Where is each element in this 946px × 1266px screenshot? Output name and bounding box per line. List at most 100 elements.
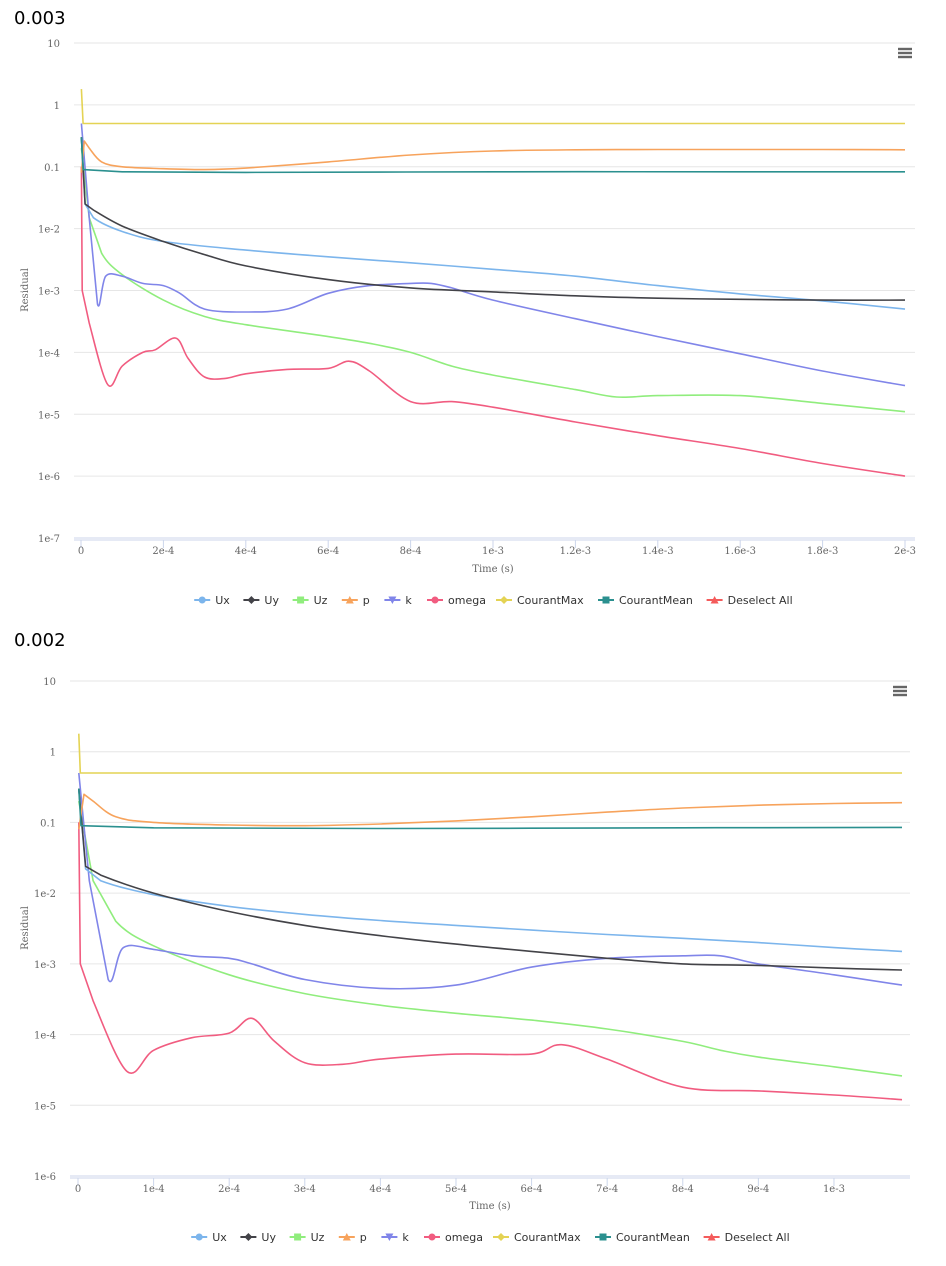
series-line-k: [80, 123, 906, 387]
chart-panel-1: 0.003 10 1 0.1 1e-2 1e-3 1e-4 1e-5 1e-6 1e-7 0 2e-…: [0, 0, 946, 625]
legend-item-ux[interactable]: Ux: [191, 1231, 227, 1244]
x-tick-label: 4e-4: [235, 546, 257, 557]
residual-chart-1: 10 1 0.1 1e-2 1e-3 1e-4 1e-5 1e-6 1e-7 0 2e-4 4e-4 6…: [20, 39, 916, 607]
legend-label: Ux: [215, 594, 230, 607]
legend-label: p: [360, 1231, 367, 1244]
y-tick-label: 10: [47, 39, 60, 50]
legend-marker: [198, 596, 206, 604]
x-tick-label: 7e-4: [596, 1184, 618, 1195]
legend-label: Uz: [314, 594, 328, 607]
legend-label: Deselect All: [725, 1231, 790, 1244]
legend-item-p[interactable]: p: [338, 1231, 367, 1244]
x-tick-label: 9e-4: [747, 1184, 769, 1195]
legend-marker: [297, 596, 305, 604]
legend-marker: [342, 1233, 351, 1241]
legend-item-courantmean[interactable]: CourantMean: [595, 1231, 690, 1244]
legend-marker: [388, 596, 397, 604]
series-line-courantmean: [80, 137, 905, 174]
legend-item-uz[interactable]: Uz: [289, 1231, 325, 1244]
legend-item-uy[interactable]: Uy: [240, 1231, 276, 1244]
x-tick-label: 0: [75, 1184, 81, 1195]
y-tick-label: 1: [50, 748, 56, 759]
legend-marker: [599, 1233, 607, 1241]
legend-label: CourantMean: [619, 594, 693, 607]
chart-menu-button[interactable]: [891, 683, 909, 699]
y-tick-label: 10: [43, 677, 56, 688]
legend-item-k[interactable]: k: [384, 594, 412, 607]
legend-label: CourantMax: [517, 594, 584, 607]
legend-item-p[interactable]: p: [341, 594, 370, 607]
y-tick-label: 1e-5: [38, 410, 60, 421]
legend-label: Deselect All: [728, 594, 793, 607]
legend-marker: [710, 596, 719, 604]
legend-label: omega: [445, 1231, 483, 1244]
legend-item-courantmean[interactable]: CourantMean: [598, 594, 693, 607]
legend-marker: [428, 1233, 436, 1241]
legend-item-uy[interactable]: Uy: [243, 594, 279, 607]
y-tick-label: 1e-4: [38, 348, 60, 359]
legend-label: Uy: [264, 594, 279, 607]
series-line-k: [78, 772, 903, 990]
series-group: [78, 733, 903, 1101]
series-line-courantmean: [78, 788, 903, 830]
menu-bar: [893, 685, 907, 689]
legend-label: CourantMax: [514, 1231, 581, 1244]
y-tick-label: 1e-6: [34, 1172, 56, 1183]
menu-bar: [898, 51, 912, 55]
legend-item-courantmax[interactable]: CourantMax: [493, 1231, 581, 1244]
y-tick-label: 1e-3: [38, 287, 60, 298]
x-axis-title: Time (s): [472, 564, 513, 575]
series-line-omega: [78, 822, 903, 1101]
legend-item-ux[interactable]: Ux: [194, 594, 230, 607]
x-tick-label: 1.4e-3: [642, 546, 674, 557]
legend-item-omega[interactable]: omega: [427, 594, 486, 607]
legend-marker: [247, 596, 256, 604]
legend-item-uz[interactable]: Uz: [292, 594, 328, 607]
legend-label: omega: [448, 594, 486, 607]
x-tick-label: 2e-4: [152, 546, 174, 557]
legend-marker: [345, 596, 354, 604]
panel-title: 0.002: [14, 630, 66, 651]
y-tick-label: 1e-2: [34, 889, 56, 900]
legend-item-courantmax[interactable]: CourantMax: [496, 594, 584, 607]
y-tick-label: 1: [54, 101, 60, 112]
x-tick-label: 1.8e-3: [807, 546, 839, 557]
legend: Ux Uy Uz p k omega CourantMax CourantMean Desele…: [194, 594, 793, 607]
menu-bar: [898, 47, 912, 51]
series-group: [80, 89, 906, 477]
series-line-courantmax: [80, 89, 905, 125]
series-line-courantmax: [78, 733, 902, 774]
legend: Ux Uy Uz p k omega CourantMax CourantMean Desele…: [191, 1231, 790, 1244]
legend-marker: [707, 1233, 716, 1241]
legend-item-omega[interactable]: omega: [424, 1231, 483, 1244]
x-tick-label: 8e-4: [672, 1184, 694, 1195]
legend-label: Uy: [261, 1231, 276, 1244]
legend-marker: [500, 596, 508, 604]
y-tick-label: 1e-5: [34, 1101, 56, 1112]
menu-bar: [893, 689, 907, 693]
hamburger-menu-icon: [898, 47, 912, 59]
chart-menu-button[interactable]: [896, 45, 914, 61]
legend-item-k[interactable]: k: [381, 1231, 409, 1244]
legend-marker: [431, 596, 439, 604]
x-tick-label: 8e-4: [400, 546, 422, 557]
legend-marker: [195, 1233, 203, 1241]
legend-label: p: [363, 594, 370, 607]
series-line-uy: [78, 788, 903, 971]
panel-title: 0.003: [14, 8, 66, 29]
x-tick-label: 1.6e-3: [724, 546, 756, 557]
legend-label: Ux: [212, 1231, 227, 1244]
x-tick-label: 6e-4: [317, 546, 339, 557]
y-tick-label: 1e-2: [38, 225, 60, 236]
series-line-uz: [80, 148, 906, 413]
legend-item-deselect-all[interactable]: Deselect All: [706, 594, 793, 607]
x-tick-label: 1.2e-3: [560, 546, 592, 557]
x-tick-label: 5e-4: [445, 1184, 467, 1195]
legend-marker: [294, 1233, 302, 1241]
y-tick-label: 1e-4: [34, 1031, 56, 1042]
legend-marker: [497, 1233, 505, 1241]
legend-marker: [602, 596, 610, 604]
legend-item-deselect-all[interactable]: Deselect All: [703, 1231, 790, 1244]
series-line-ux: [78, 788, 903, 953]
